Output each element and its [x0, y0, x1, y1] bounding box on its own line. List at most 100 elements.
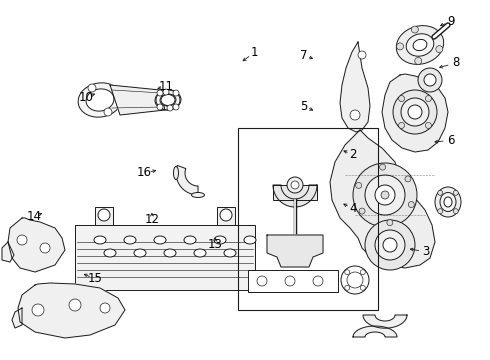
Circle shape: [167, 105, 173, 111]
Circle shape: [157, 104, 163, 110]
Circle shape: [401, 98, 429, 126]
Circle shape: [104, 108, 112, 116]
Circle shape: [365, 175, 405, 215]
Polygon shape: [2, 242, 14, 262]
Text: 3: 3: [422, 246, 430, 258]
Circle shape: [381, 191, 389, 199]
Ellipse shape: [155, 90, 181, 110]
Ellipse shape: [224, 249, 236, 257]
Circle shape: [88, 84, 96, 92]
Polygon shape: [382, 74, 448, 152]
Circle shape: [436, 46, 443, 53]
Circle shape: [17, 235, 27, 245]
Ellipse shape: [220, 209, 232, 221]
Polygon shape: [363, 315, 407, 328]
Polygon shape: [273, 185, 317, 207]
Circle shape: [163, 89, 169, 95]
Ellipse shape: [194, 249, 206, 257]
Circle shape: [398, 95, 405, 102]
Text: 12: 12: [145, 213, 159, 226]
Circle shape: [353, 163, 417, 227]
Circle shape: [360, 285, 365, 290]
Text: 8: 8: [452, 57, 460, 69]
Polygon shape: [267, 235, 323, 267]
Ellipse shape: [164, 249, 176, 257]
Ellipse shape: [173, 166, 178, 180]
Circle shape: [411, 26, 418, 33]
Circle shape: [438, 190, 443, 195]
Polygon shape: [12, 308, 22, 328]
Circle shape: [360, 270, 365, 275]
Text: 15: 15: [88, 273, 103, 285]
Text: 16: 16: [137, 166, 152, 179]
Polygon shape: [8, 218, 65, 272]
Bar: [95, 207, 113, 225]
Circle shape: [425, 95, 431, 102]
Bar: [238, 128, 378, 310]
Circle shape: [157, 90, 163, 96]
Ellipse shape: [444, 197, 452, 207]
Circle shape: [453, 190, 458, 195]
Circle shape: [287, 177, 303, 193]
Polygon shape: [330, 130, 435, 268]
Circle shape: [291, 181, 299, 189]
Circle shape: [358, 51, 366, 59]
Circle shape: [313, 276, 323, 286]
Circle shape: [173, 104, 179, 110]
Text: 4: 4: [349, 202, 357, 215]
Text: 2: 2: [349, 148, 357, 161]
Polygon shape: [110, 85, 165, 115]
Circle shape: [100, 303, 110, 313]
Circle shape: [356, 183, 362, 188]
Circle shape: [425, 122, 431, 129]
Text: 5: 5: [300, 100, 308, 113]
Text: 11: 11: [159, 80, 174, 93]
Ellipse shape: [98, 209, 110, 221]
Circle shape: [350, 110, 360, 120]
Text: 14: 14: [27, 210, 42, 222]
Ellipse shape: [413, 39, 427, 51]
Circle shape: [345, 285, 350, 290]
Polygon shape: [353, 326, 397, 337]
Circle shape: [359, 208, 365, 214]
Circle shape: [408, 105, 422, 119]
Circle shape: [405, 176, 411, 182]
Ellipse shape: [214, 236, 226, 244]
Circle shape: [257, 276, 267, 286]
Ellipse shape: [134, 249, 146, 257]
Circle shape: [173, 90, 179, 96]
Circle shape: [418, 68, 442, 92]
Circle shape: [415, 58, 422, 64]
Ellipse shape: [156, 90, 180, 110]
Text: 13: 13: [208, 238, 223, 251]
Bar: [217, 207, 235, 225]
Circle shape: [387, 220, 393, 226]
Text: 7: 7: [300, 49, 308, 62]
Circle shape: [341, 266, 369, 294]
Ellipse shape: [94, 236, 106, 244]
Circle shape: [408, 202, 415, 208]
Circle shape: [383, 238, 397, 252]
Text: 6: 6: [447, 134, 455, 147]
Ellipse shape: [184, 236, 196, 244]
Ellipse shape: [244, 236, 256, 244]
Circle shape: [398, 122, 405, 129]
Bar: [273, 185, 317, 200]
Text: 9: 9: [447, 15, 455, 28]
Circle shape: [365, 220, 415, 270]
Polygon shape: [18, 283, 125, 338]
Circle shape: [345, 270, 350, 275]
Bar: [75, 225, 255, 290]
Text: 1: 1: [251, 46, 259, 59]
Circle shape: [453, 209, 458, 214]
Circle shape: [32, 304, 44, 316]
Circle shape: [69, 299, 81, 311]
Circle shape: [285, 276, 295, 286]
Circle shape: [393, 90, 437, 134]
Circle shape: [375, 185, 395, 205]
Ellipse shape: [124, 236, 136, 244]
Polygon shape: [340, 42, 370, 132]
Polygon shape: [176, 166, 198, 195]
Ellipse shape: [192, 193, 204, 198]
Circle shape: [424, 74, 436, 86]
